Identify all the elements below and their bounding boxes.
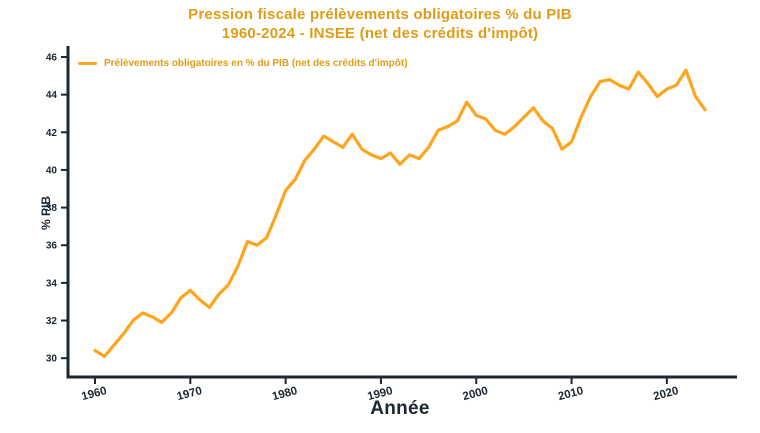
- y-tick-label: 36: [46, 241, 58, 252]
- chart-subtitle: 1960-2024 - INSEE (net des crédits d'imp…: [221, 25, 539, 42]
- legend-series-label: Prélèvements obligatoires en % du PIB (n…: [104, 58, 408, 69]
- chart-legend: Prélèvements obligatoires en % du PIB (n…: [78, 58, 408, 69]
- data-line: [93, 68, 707, 358]
- y-tick-label: 30: [46, 354, 58, 365]
- legend-line-swatch-icon: [78, 62, 97, 65]
- chart-title: Pression fiscale prélèvements obligatoir…: [188, 6, 572, 23]
- y-tick-label: 46: [46, 53, 58, 64]
- y-tick-label: 34: [46, 278, 58, 289]
- y-tick-label: 42: [46, 128, 58, 139]
- x-axis-title: Année: [370, 398, 430, 419]
- y-tick-label: 38: [46, 203, 58, 214]
- y-axis-title: % PIB: [39, 195, 53, 231]
- y-tick-label: 32: [46, 316, 58, 327]
- y-tick-label: 40: [46, 165, 58, 176]
- y-tick-label: 44: [46, 90, 58, 101]
